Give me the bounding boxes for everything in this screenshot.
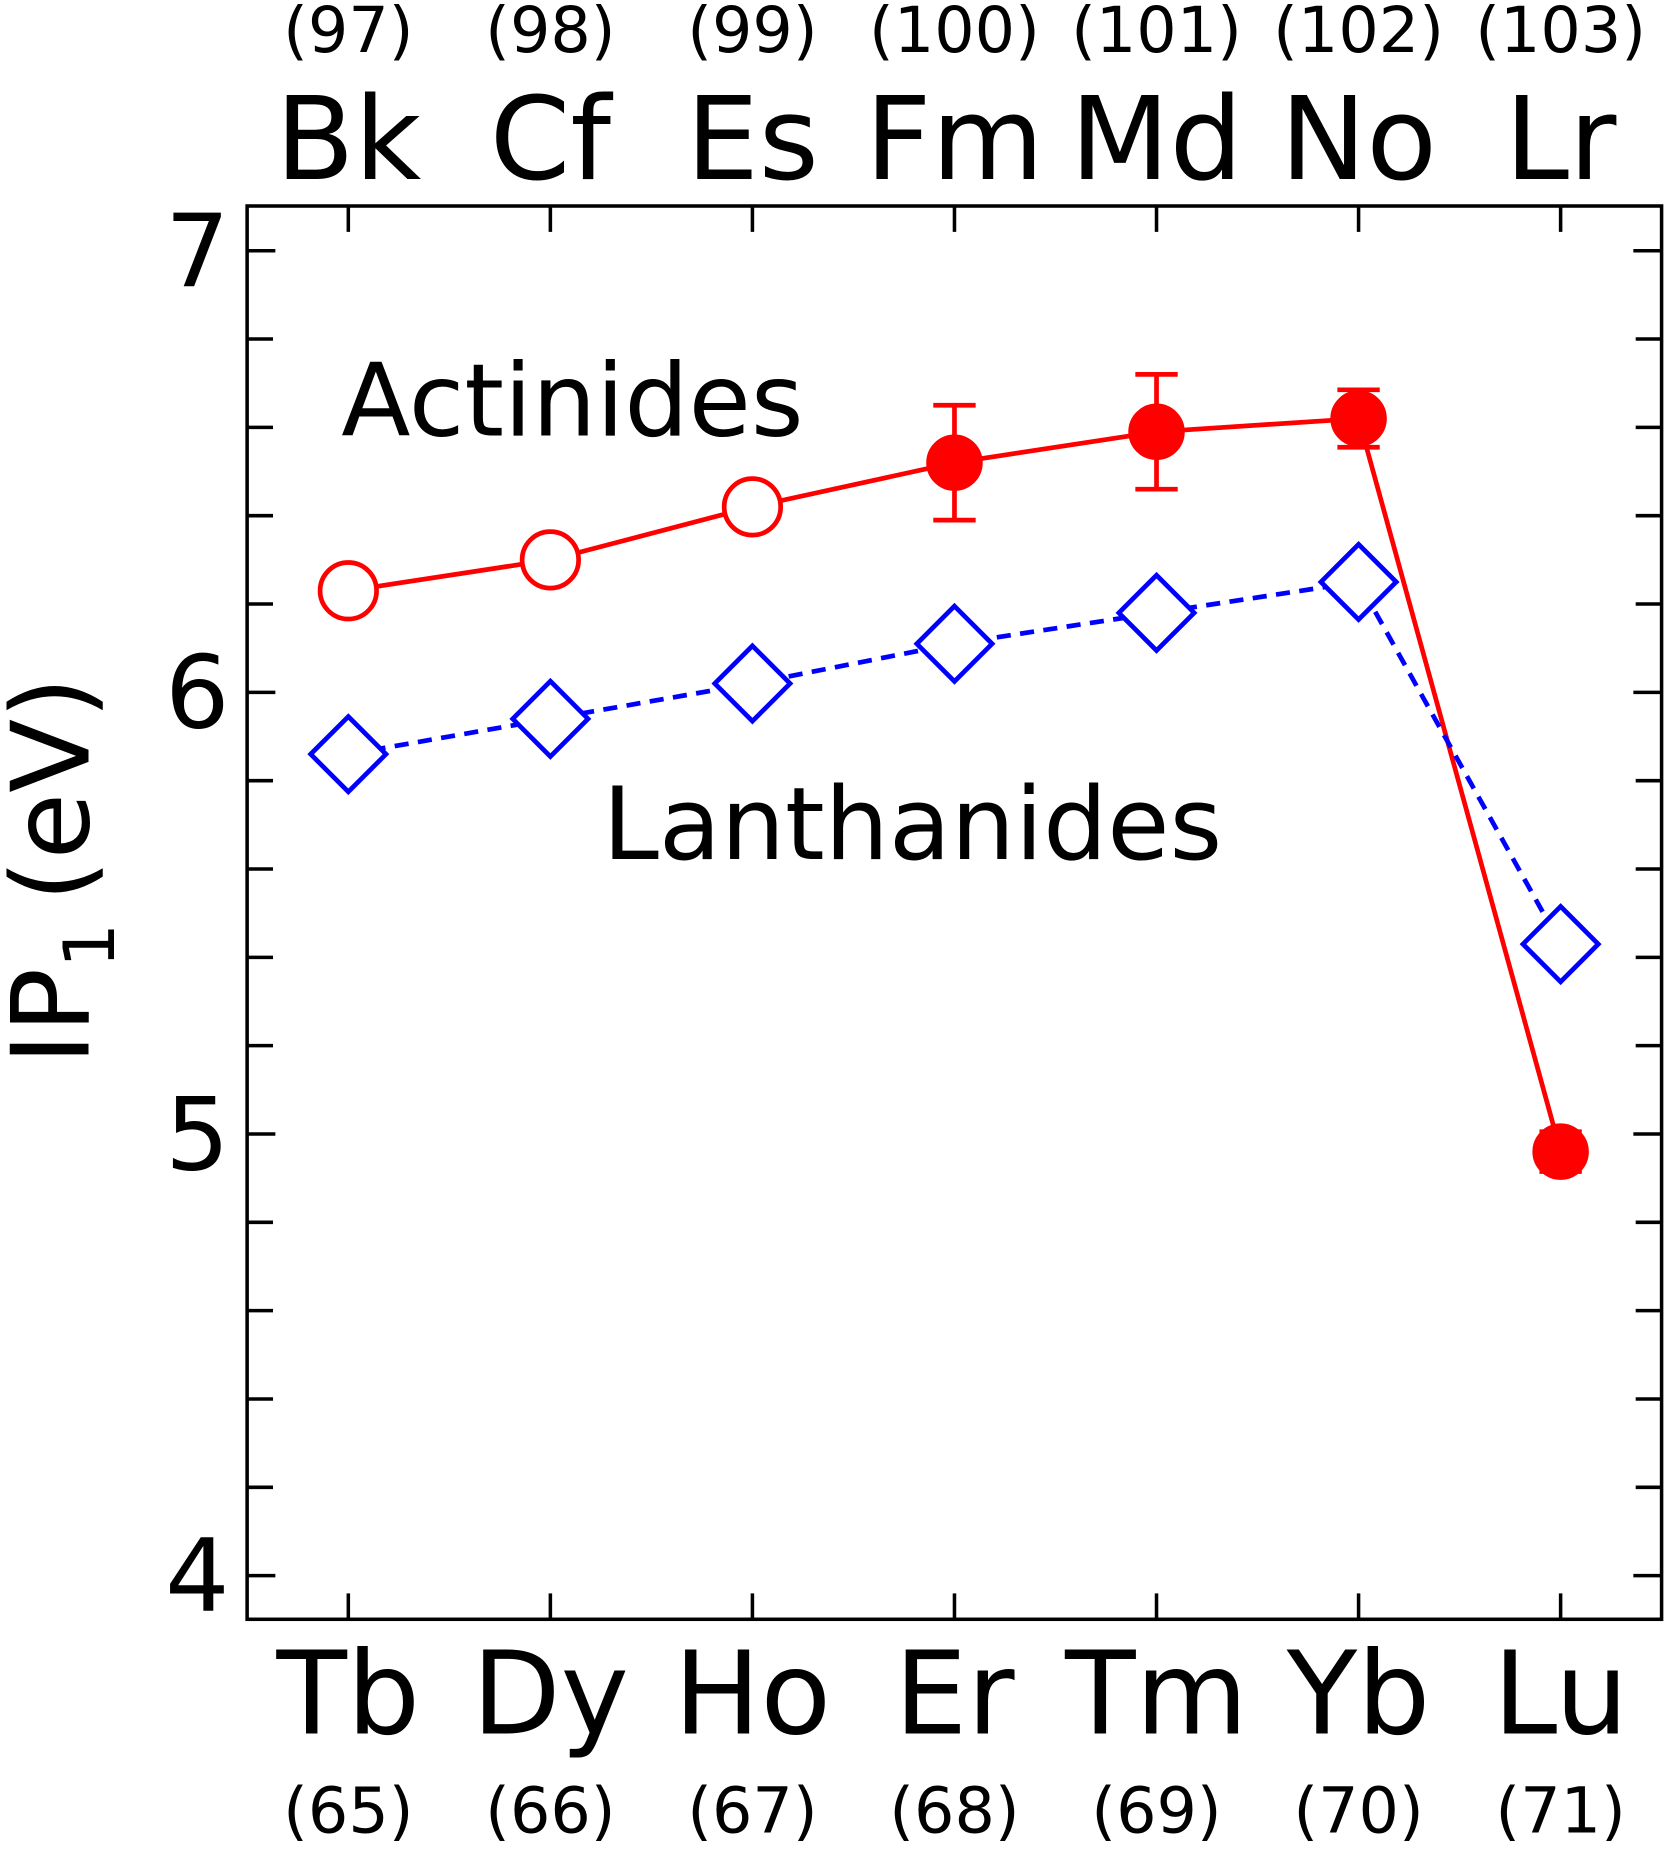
bottom-atomic-number: (71) xyxy=(1495,1773,1625,1847)
top-element-label: Bk xyxy=(275,73,421,207)
bottom-element-label: Er xyxy=(894,1627,1015,1761)
top-atomic-number: (101) xyxy=(1071,0,1242,67)
top-atomic-number: (103) xyxy=(1475,0,1646,67)
top-atomic-number: (97) xyxy=(283,0,413,67)
bottom-atomic-number: (69) xyxy=(1091,1773,1221,1847)
top-element-label: Lr xyxy=(1505,73,1617,207)
y-tick-label: 6 xyxy=(165,634,229,752)
bottom-element-label: Tb xyxy=(276,1627,421,1761)
top-atomic-number: (99) xyxy=(687,0,817,67)
bottom-atomic-number: (66) xyxy=(485,1773,615,1847)
data-point-lanthanides xyxy=(1317,540,1400,623)
top-element-label: Md xyxy=(1070,73,1243,207)
y-axis-label-unit: (eV) xyxy=(0,677,114,902)
bottom-element-label: Lu xyxy=(1493,1627,1628,1761)
y-axis-label-subscript: 1 xyxy=(48,923,131,968)
top-element-label: No xyxy=(1280,73,1437,207)
bottom-atomic-number: (70) xyxy=(1293,1773,1423,1847)
series-label-lanthanides: Lanthanides xyxy=(603,765,1223,883)
y-tick-label: 7 xyxy=(165,192,229,310)
bottom-atomic-number: (67) xyxy=(687,1773,817,1847)
top-atomic-number: (100) xyxy=(869,0,1040,67)
data-point-actinides xyxy=(1128,403,1185,461)
data-point-lanthanides xyxy=(711,642,794,725)
top-atomic-number: (98) xyxy=(485,0,615,67)
data-point-lanthanides xyxy=(509,677,592,760)
data-point-lanthanides xyxy=(913,602,996,685)
y-tick-label: 4 xyxy=(165,1517,229,1635)
svg-text:IP1(eV): IP1 (eV) xyxy=(0,677,131,1065)
y-axis-label: IP1 (eV) xyxy=(0,677,131,1065)
data-point-lanthanides xyxy=(1115,571,1198,654)
top-element-label: Cf xyxy=(490,73,614,207)
series-label-actinides: Actinides xyxy=(341,341,803,459)
y-axis-label-main: IP xyxy=(0,968,114,1065)
bottom-element-label: Yb xyxy=(1286,1627,1431,1761)
data-point-actinides xyxy=(926,434,983,491)
bottom-element-label: Ho xyxy=(674,1627,831,1761)
data-point-lanthanides xyxy=(1519,903,1602,986)
bottom-element-label: Tm xyxy=(1064,1627,1248,1761)
data-point-actinides xyxy=(317,560,379,622)
top-element-label: Fm xyxy=(865,73,1044,207)
top-element-label: Es xyxy=(686,73,819,207)
bottom-atomic-number: (65) xyxy=(283,1773,413,1847)
data-point-actinides xyxy=(1532,1123,1589,1180)
bottom-atomic-number: (68) xyxy=(889,1773,1019,1847)
bottom-element-label: Dy xyxy=(472,1627,629,1761)
data-point-actinides xyxy=(721,476,784,538)
data-point-lanthanides xyxy=(307,713,390,796)
data-point-actinides xyxy=(519,529,581,591)
y-tick-label: 5 xyxy=(165,1075,229,1193)
top-atomic-number: (102) xyxy=(1273,0,1444,67)
data-point-actinides xyxy=(1330,390,1387,447)
